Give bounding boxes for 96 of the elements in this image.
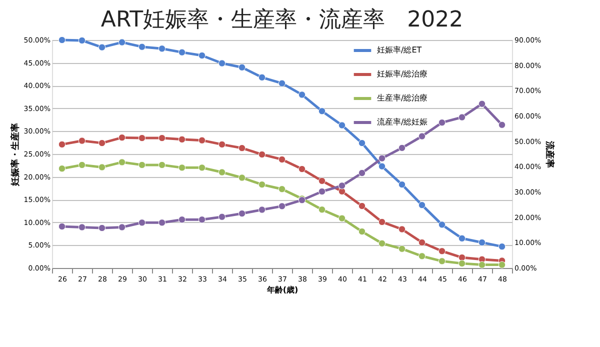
- point: [218, 168, 226, 176]
- point: [158, 219, 166, 226]
- x-axis-title: 年齢(歳): [266, 286, 298, 294]
- point: [378, 240, 386, 247]
- point: [238, 64, 246, 71]
- point: [458, 254, 466, 262]
- point: [78, 161, 86, 169]
- point: [178, 48, 186, 56]
- y2-axis-title: 流産率: [544, 140, 556, 168]
- point: [178, 216, 186, 224]
- point: [358, 202, 366, 210]
- point: [398, 245, 406, 252]
- legend-label: 妊娠率/総ET: [377, 46, 422, 54]
- point: [418, 201, 426, 209]
- point: [138, 134, 146, 142]
- point: [438, 118, 446, 126]
- point: [98, 164, 106, 171]
- point: [478, 100, 486, 108]
- point: [218, 213, 226, 220]
- point: [358, 139, 366, 147]
- point: [378, 154, 386, 162]
- point: [138, 161, 146, 169]
- point: [318, 177, 326, 184]
- point: [58, 140, 66, 148]
- point: [218, 60, 226, 67]
- point: [358, 169, 366, 177]
- point: [118, 134, 126, 142]
- point: [198, 216, 206, 224]
- point: [258, 180, 266, 188]
- point: [178, 164, 186, 172]
- chart-title: ART妊娠率・生産率・流産率 2022: [100, 8, 464, 33]
- point: [198, 164, 206, 172]
- point: [158, 134, 166, 142]
- point: [398, 180, 406, 188]
- point: [238, 174, 246, 182]
- point: [378, 218, 386, 226]
- point: [458, 114, 466, 121]
- point: [318, 206, 326, 214]
- legend-label: 妊娠率/総治療: [377, 70, 428, 78]
- point: [418, 252, 426, 260]
- point: [178, 136, 186, 144]
- point: [98, 139, 106, 147]
- point: [58, 164, 66, 172]
- point: [338, 122, 346, 129]
- point: [258, 74, 266, 81]
- point: [78, 36, 86, 44]
- point: [478, 261, 486, 268]
- point: [98, 44, 106, 51]
- point: [398, 226, 406, 233]
- point: [298, 165, 306, 173]
- point: [58, 222, 66, 230]
- point: [438, 258, 446, 265]
- point: [158, 45, 166, 52]
- point: [218, 140, 226, 148]
- point: [278, 80, 286, 87]
- point: [338, 188, 346, 195]
- point: [118, 158, 126, 166]
- point: [358, 228, 366, 236]
- point: [318, 108, 326, 115]
- point: [478, 238, 486, 246]
- point: [498, 242, 506, 250]
- point: [498, 121, 506, 128]
- point: [438, 248, 446, 255]
- legend-label: 流産率/総妊娠: [377, 118, 428, 126]
- point: [338, 182, 346, 190]
- point: [298, 91, 306, 98]
- point: [278, 186, 286, 193]
- point: [118, 224, 126, 231]
- point: [138, 43, 146, 50]
- point: [258, 206, 266, 214]
- point: [138, 219, 146, 226]
- point: [198, 52, 206, 60]
- point: [238, 144, 246, 152]
- point: [418, 238, 426, 246]
- point: [98, 224, 106, 232]
- point: [418, 132, 426, 140]
- point: [338, 214, 346, 222]
- point: [278, 202, 286, 210]
- point: [158, 161, 166, 169]
- point: [118, 38, 126, 46]
- point: [278, 156, 286, 164]
- point: [78, 224, 86, 231]
- point: [78, 137, 86, 144]
- point: [498, 261, 506, 268]
- point: [398, 144, 406, 152]
- point: [258, 150, 266, 158]
- point: [458, 260, 466, 268]
- point: [238, 210, 246, 218]
- point: [58, 36, 66, 44]
- y-axis-title: 妊娠率・生産率: [10, 123, 21, 187]
- point: [378, 162, 386, 170]
- point: [458, 234, 466, 242]
- point: [198, 136, 206, 144]
- legend-label: 生産率/総治療: [377, 94, 428, 102]
- point: [318, 188, 326, 196]
- point: [438, 221, 446, 228]
